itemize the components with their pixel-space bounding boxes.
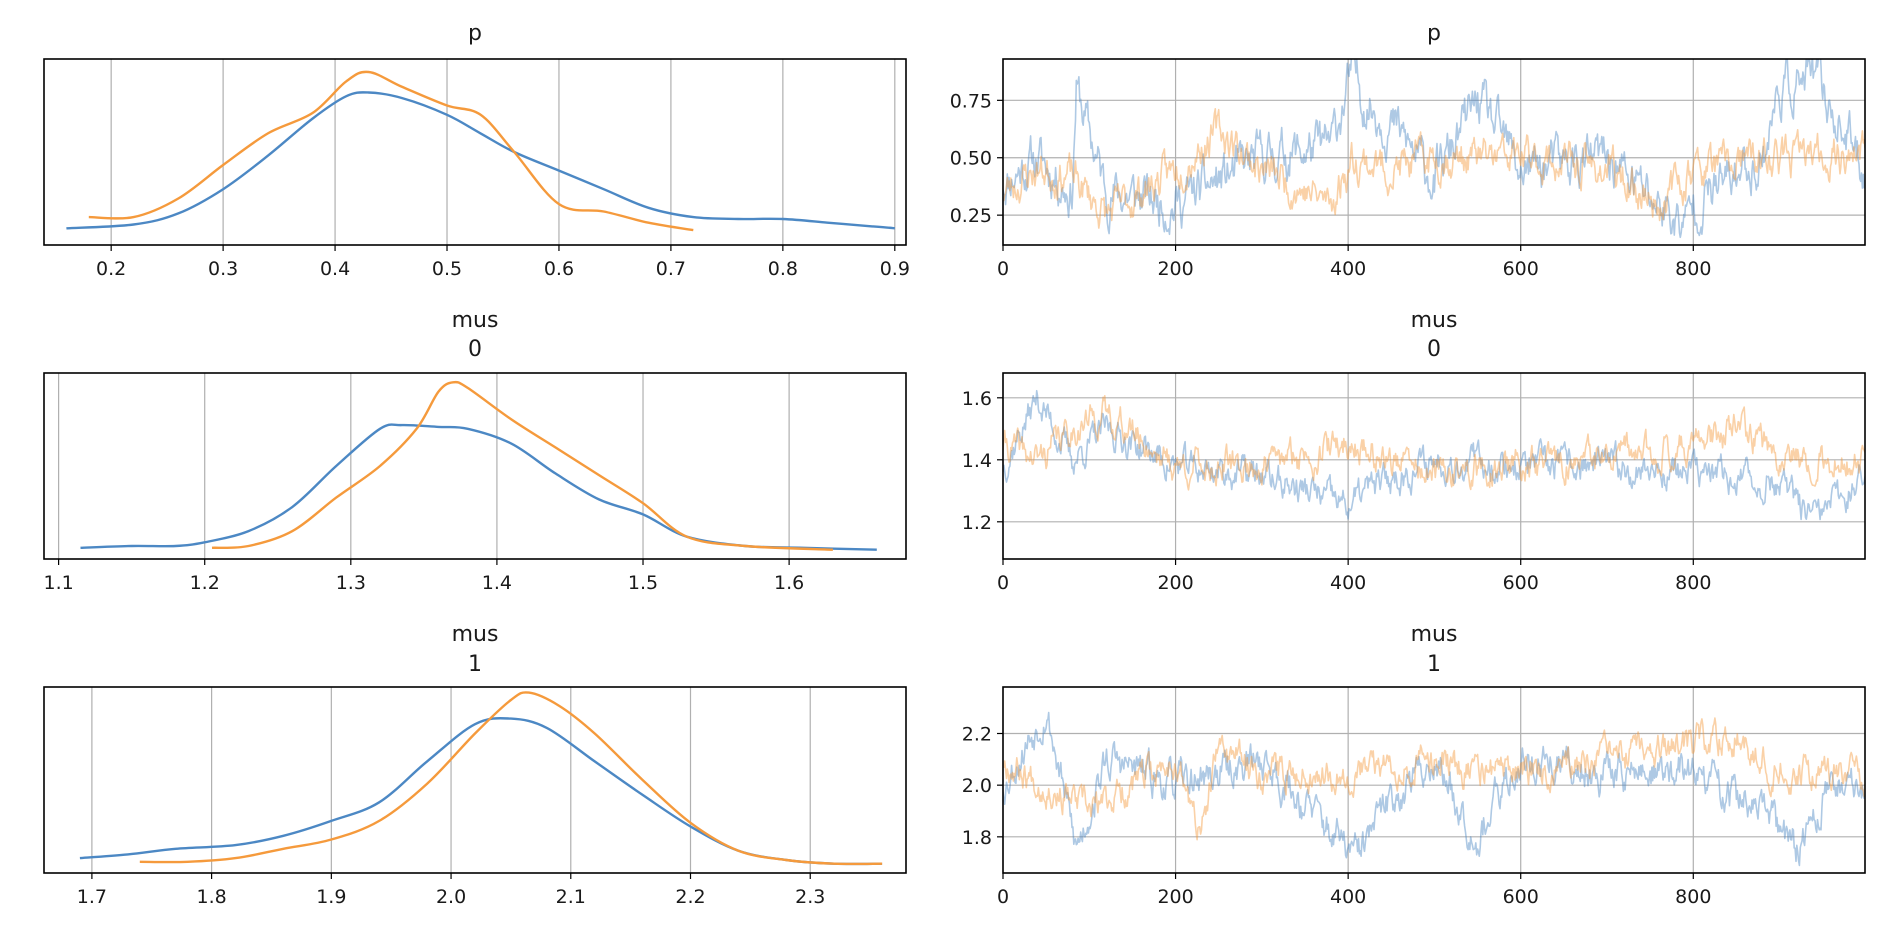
- x-tick-label: 2.3: [795, 886, 825, 908]
- trace-line-chain-1: [1003, 108, 1865, 229]
- x-tick-label: 0: [997, 572, 1009, 594]
- x-tick-label: 1.6: [774, 572, 804, 594]
- plot-area: [66, 70, 895, 232]
- x-tick-label: 0: [997, 886, 1009, 908]
- x-tick-label: 600: [1503, 258, 1539, 280]
- x-tick-label: 0.5: [432, 258, 462, 280]
- x-tick-label: 1.1: [44, 572, 74, 594]
- panel-title: 0: [1427, 337, 1441, 362]
- axes-frame: [1002, 58, 1866, 246]
- x-tick-label: 1.3: [336, 572, 366, 594]
- x-tick-label: 0.8: [768, 258, 798, 280]
- x-tick-label: 0.7: [656, 258, 686, 280]
- x-tick-label: 0: [997, 258, 1009, 280]
- x-tick-label: 1.8: [197, 886, 227, 908]
- panel-5: 1.7 1.8 1.9 2.0 2.1 2.2 2.3 mus 1: [43, 622, 907, 908]
- y-tick-label: 0.50: [950, 148, 992, 170]
- density-line-chain-1: [139, 691, 883, 866]
- x-tick-label: 0.9: [880, 258, 910, 280]
- y-tick-label: 0.25: [950, 205, 992, 227]
- x-tick-label: 800: [1675, 572, 1711, 594]
- panel-title: p: [468, 21, 482, 46]
- panel-1: 0.2 0.3 0.4 0.5 0.6 0.7 0.8 0.9 p: [43, 21, 910, 280]
- axes-frame: [1002, 686, 1866, 874]
- density-line-chain-0: [80, 423, 877, 551]
- axes-frame: [1002, 372, 1866, 560]
- trace-line-chain-0: [1003, 59, 1865, 239]
- panel-4: 0 200 400 600 800 1.2 1.4 1.6 mus 0: [962, 308, 1866, 594]
- panel-title: mus: [452, 308, 499, 333]
- panels: 0.2 0.3 0.4 0.5 0.6 0.7 0.8 0.9 p 0 200 400 600 800 0.…: [43, 21, 1866, 908]
- plot-area: [1003, 711, 1865, 867]
- x-tick-label: 2.1: [556, 886, 586, 908]
- x-tick-label: 600: [1503, 572, 1539, 594]
- panel-6: 0 200 400 600 800 1.8 2.0 2.2 mus 1: [962, 622, 1866, 908]
- y-tick-label: 1.4: [962, 450, 992, 472]
- x-tick-label: 200: [1157, 572, 1193, 594]
- x-tick-label: 200: [1157, 258, 1193, 280]
- density-line-chain-1: [211, 380, 833, 551]
- x-tick-label: 2.0: [436, 886, 466, 908]
- y-tick-label: 1.8: [962, 827, 992, 849]
- x-tick-label: 400: [1330, 258, 1366, 280]
- panel-title: 1: [1427, 652, 1441, 677]
- panel-title: mus: [1411, 622, 1458, 647]
- plot-area: [80, 380, 877, 551]
- panel-title: 0: [468, 337, 482, 362]
- x-tick-label: 0.2: [96, 258, 126, 280]
- panel-3: 1.1 1.2 1.3 1.4 1.5 1.6 mus 0: [43, 308, 907, 594]
- y-tick-label: 2.2: [962, 724, 992, 746]
- trace-line-chain-0: [1003, 711, 1865, 867]
- axes-frame: [43, 58, 907, 246]
- panel-title: mus: [1411, 308, 1458, 333]
- plot-area: [1003, 389, 1865, 521]
- x-tick-label: 200: [1157, 886, 1193, 908]
- x-tick-label: 1.5: [628, 572, 658, 594]
- density-line-chain-0: [66, 91, 895, 230]
- trace-line-chain-1: [1003, 394, 1865, 491]
- panel-title: mus: [452, 622, 499, 647]
- axes-frame: [43, 372, 907, 560]
- trace-line-chain-0: [1003, 389, 1865, 521]
- y-tick-label: 1.2: [962, 512, 992, 534]
- plot-area: [1003, 59, 1865, 239]
- axes-frame: [43, 686, 907, 874]
- x-tick-label: 1.4: [482, 572, 512, 594]
- panel-title: p: [1427, 21, 1441, 46]
- y-tick-label: 1.6: [962, 388, 992, 410]
- x-tick-label: 0.4: [320, 258, 350, 280]
- x-tick-label: 400: [1330, 572, 1366, 594]
- x-tick-label: 1.9: [316, 886, 346, 908]
- plot-area: [79, 691, 883, 866]
- panel-title: 1: [468, 652, 482, 677]
- x-tick-label: 400: [1330, 886, 1366, 908]
- x-tick-label: 1.7: [77, 886, 107, 908]
- panel-2: 0 200 400 600 800 0.25 0.50 0.75 p: [950, 21, 1866, 280]
- density-line-chain-0: [79, 717, 883, 866]
- x-tick-label: 0.3: [208, 258, 238, 280]
- x-tick-label: 800: [1675, 886, 1711, 908]
- x-tick-label: 1.2: [190, 572, 220, 594]
- x-tick-label: 0.6: [544, 258, 574, 280]
- x-tick-label: 600: [1503, 886, 1539, 908]
- y-tick-label: 2.0: [962, 775, 992, 797]
- y-tick-label: 0.75: [950, 90, 992, 112]
- trace-line-chain-1: [1003, 717, 1865, 841]
- density-line-chain-1: [88, 70, 694, 232]
- x-tick-label: 2.2: [675, 886, 705, 908]
- x-tick-label: 800: [1675, 258, 1711, 280]
